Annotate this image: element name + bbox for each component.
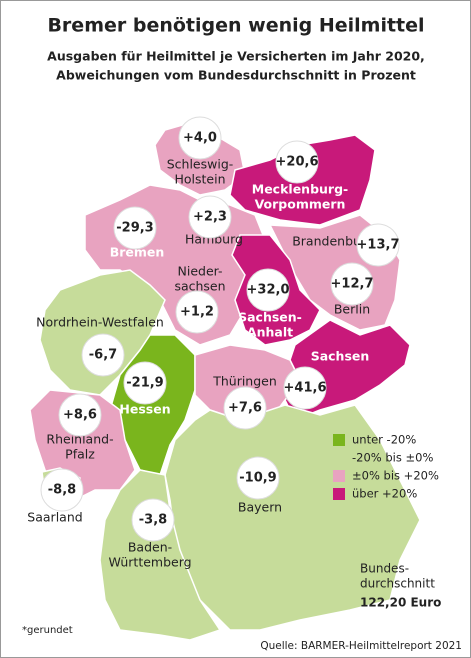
value-badge — [275, 140, 319, 184]
value-badge — [356, 223, 400, 267]
legend-label: ±0% bis +20% — [352, 469, 439, 483]
region-value: +41,6 — [284, 381, 327, 396]
subtitle: Ausgaben für Heilmittel je Versicherten … — [47, 49, 425, 64]
region-name: Saarland — [27, 510, 82, 525]
legend-swatch — [333, 452, 345, 464]
region-value: +12,7 — [331, 277, 374, 292]
region-name: Mecklenburg- — [252, 182, 348, 197]
region-name: Anhalt — [247, 325, 293, 340]
value-badge — [81, 333, 125, 377]
region-value: -6,7 — [89, 348, 117, 363]
value-badge — [223, 386, 267, 430]
value-badge — [178, 116, 222, 160]
region-value: +7,6 — [228, 401, 262, 416]
region-name: sachsen — [174, 279, 225, 294]
region-name: Sachsen- — [238, 310, 302, 325]
region-value: +32,0 — [247, 283, 290, 298]
legend-swatch — [333, 470, 345, 482]
title: Bremer benötigen wenig Heilmittel — [47, 15, 424, 37]
value-badge — [123, 361, 167, 405]
footnote: *gerundet — [22, 625, 73, 636]
average-label: durchschnitt — [360, 577, 435, 591]
region-value: -10,9 — [239, 471, 276, 486]
region-name: Pfalz — [65, 447, 95, 462]
region-name: Hessen — [119, 402, 170, 417]
region-value: +1,2 — [180, 305, 214, 320]
subtitle: Abweichungen vom Bundesdurchschnitt in P… — [56, 68, 416, 83]
legend-label: unter -20% — [352, 433, 416, 447]
value-badge — [113, 206, 157, 250]
region-name: Nordrhein-Westfalen — [36, 315, 164, 330]
average-value: 122,20 Euro — [360, 596, 441, 610]
value-badge — [330, 262, 374, 306]
region-name: Brandenburg — [292, 234, 374, 249]
region-name: Bremen — [110, 245, 165, 260]
region-value: +4,0 — [183, 131, 217, 146]
region-name: Sachsen — [311, 349, 370, 364]
region-name: Baden- — [128, 540, 172, 555]
value-badge — [246, 268, 290, 312]
region-value: +13,7 — [357, 238, 400, 253]
legend-label: über +20% — [352, 487, 417, 501]
value-badge — [175, 290, 219, 334]
region-name: Berlin — [334, 302, 370, 317]
region-name: Vorpommern — [255, 197, 346, 212]
value-badge — [188, 195, 232, 239]
value-badge — [40, 468, 84, 512]
region-name: Thüringen — [212, 374, 277, 389]
region-value: -3,8 — [139, 513, 167, 528]
region-name: Bayern — [238, 500, 282, 515]
average-label: Bundes- — [360, 562, 409, 576]
region — [194, 344, 301, 421]
region — [99, 469, 222, 641]
legend-swatch — [333, 488, 345, 500]
region-value: +20,6 — [276, 155, 319, 170]
region-value: -21,9 — [126, 376, 163, 391]
value-badge — [283, 366, 327, 410]
value-badge — [58, 393, 102, 437]
region-value: +8,6 — [63, 408, 97, 423]
legend-swatch — [333, 434, 345, 446]
value-badge — [131, 498, 175, 542]
region-name: Rheinland- — [46, 432, 113, 447]
region-value: -29,3 — [116, 221, 153, 236]
region-name: Württemberg — [108, 555, 191, 570]
region-value: -8,8 — [48, 483, 76, 498]
source: Quelle: BARMER-Heilmittelreport 2021 — [260, 640, 462, 652]
legend-label: -20% bis ±0% — [352, 451, 433, 465]
region-name: Schleswig- — [167, 157, 234, 172]
value-badge — [236, 456, 280, 500]
region-name: Holstein — [174, 172, 225, 187]
region-name: Nieder- — [178, 264, 223, 279]
region-value: +2,3 — [193, 210, 227, 225]
